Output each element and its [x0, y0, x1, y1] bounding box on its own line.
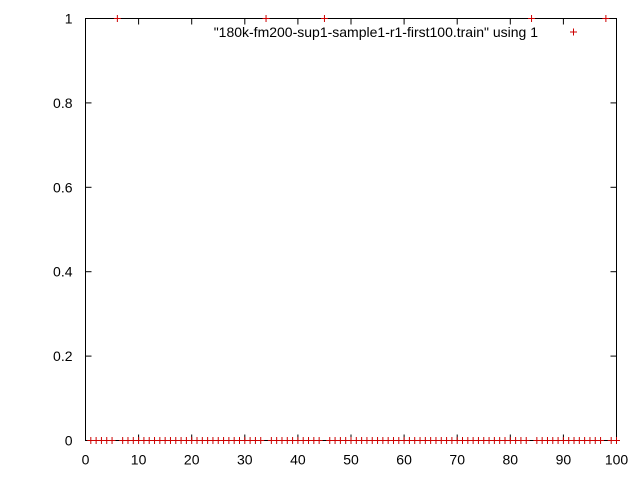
y-axis: 0 0.2 0.4 0.6 0.8 1: [53, 11, 617, 449]
legend: "180k-fm200-sup1-sample1-r1-first100.tra…: [214, 24, 577, 40]
x-tick-label: 30: [237, 452, 253, 468]
data-point: [597, 437, 605, 444]
x-tick-label: 0: [82, 452, 90, 468]
y-tick-label: 0.8: [53, 95, 73, 111]
y-tick-label: 0.4: [53, 264, 73, 280]
x-tick-label: 40: [290, 452, 306, 468]
legend-marker-symbol: [570, 28, 577, 36]
data-point: [315, 437, 323, 444]
data-point: [113, 15, 121, 22]
x-tick-label: 60: [396, 452, 412, 468]
y-tick-label: 1: [65, 11, 73, 27]
data-point: [108, 437, 116, 444]
data-point: [602, 15, 610, 22]
data-point: [262, 15, 270, 22]
y-tick-label: 0.6: [53, 179, 73, 195]
data-point: [613, 437, 620, 444]
x-axis: 0 10 20 30 40 50 60 70 80 90 100: [82, 18, 629, 468]
data-points: [87, 15, 620, 444]
data-point: [320, 15, 328, 22]
data-point: [257, 437, 265, 444]
x-tick-label: 90: [556, 452, 572, 468]
legend-marker: [570, 28, 577, 36]
x-tick-label: 100: [605, 452, 629, 468]
y-tick-label: 0.2: [53, 348, 73, 364]
y-tick-label: 0: [65, 433, 73, 449]
x-tick-label: 20: [184, 452, 200, 468]
legend-series-label: "180k-fm200-sup1-sample1-r1-first100.tra…: [214, 24, 539, 40]
x-tick-label: 50: [343, 452, 359, 468]
data-point: [522, 437, 530, 444]
data-point: [528, 15, 536, 22]
x-tick-label: 10: [131, 452, 147, 468]
x-tick-label: 80: [503, 452, 519, 468]
x-tick-label: 70: [449, 452, 465, 468]
